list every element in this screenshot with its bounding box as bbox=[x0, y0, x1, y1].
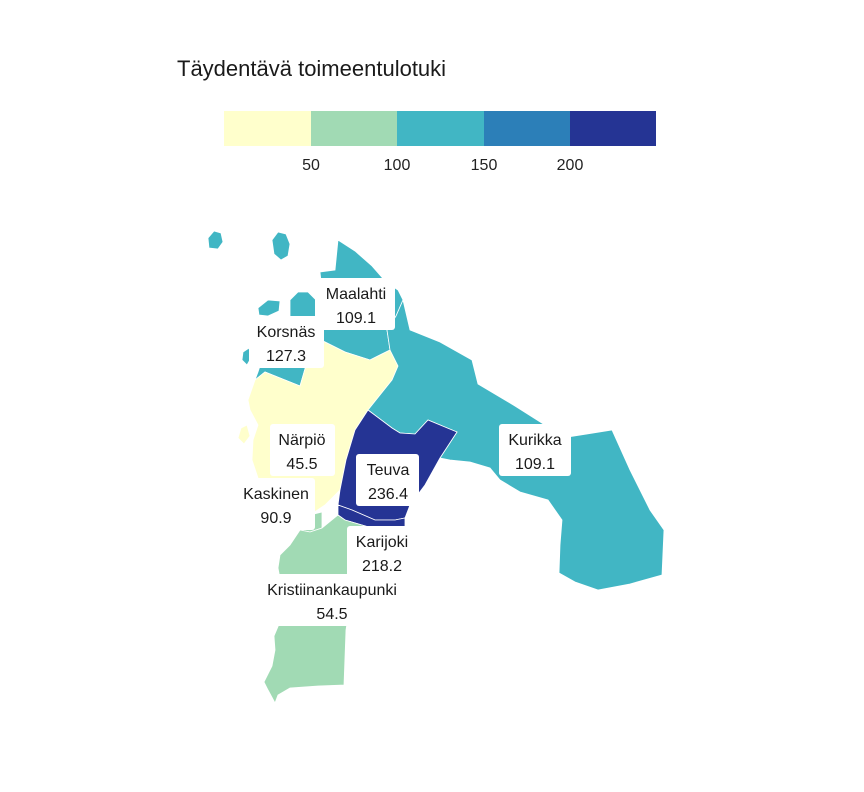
legend-swatch-1 bbox=[224, 111, 311, 146]
label-teuva-name: Teuva bbox=[367, 462, 410, 479]
label-kaskinen-value: 90.9 bbox=[260, 510, 291, 527]
legend: 50 100 150 200 bbox=[224, 111, 656, 174]
label-kristiinankaupunki-name: Kristiinankaupunki bbox=[267, 582, 397, 599]
region-labels: Maalahti 109.1 Korsnäs 127.3 Närpiö 45.5… bbox=[237, 278, 571, 626]
legend-tick-150: 150 bbox=[471, 157, 498, 174]
legend-tick-50: 50 bbox=[302, 157, 320, 174]
label-teuva: Teuva 236.4 bbox=[356, 454, 419, 506]
label-kristiinankaupunki: Kristiinankaupunki 54.5 bbox=[256, 574, 408, 626]
label-karijoki: Karijoki 218.2 bbox=[347, 526, 417, 578]
legend-swatch-3 bbox=[397, 111, 484, 146]
label-kaskinen: Kaskinen 90.9 bbox=[237, 478, 315, 530]
label-karijoki-name: Karijoki bbox=[356, 534, 408, 551]
label-korsnas-value: 127.3 bbox=[266, 348, 306, 365]
legend-swatch-5 bbox=[570, 111, 656, 146]
map-title: Täydentävä toimeentulotuki bbox=[177, 56, 447, 81]
label-korsnas: Korsnäs 127.3 bbox=[249, 316, 324, 368]
label-kurikka: Kurikka 109.1 bbox=[499, 424, 571, 476]
label-maalahti-value: 109.1 bbox=[336, 310, 376, 327]
label-narpio-name: Närpiö bbox=[278, 432, 325, 449]
label-kaskinen-name: Kaskinen bbox=[243, 486, 309, 503]
label-karijoki-value: 218.2 bbox=[362, 558, 402, 575]
label-narpio: Närpiö 45.5 bbox=[270, 424, 335, 476]
legend-tick-200: 200 bbox=[557, 157, 584, 174]
label-korsnas-name: Korsnäs bbox=[257, 324, 316, 341]
label-kristiinankaupunki-value: 54.5 bbox=[316, 606, 347, 623]
legend-swatch-4 bbox=[484, 111, 570, 146]
label-maalahti: Maalahti 109.1 bbox=[315, 278, 395, 330]
label-narpio-value: 45.5 bbox=[286, 456, 317, 473]
label-kurikka-name: Kurikka bbox=[508, 432, 561, 449]
label-teuva-value: 236.4 bbox=[368, 486, 408, 503]
label-kurikka-value: 109.1 bbox=[515, 456, 555, 473]
label-maalahti-name: Maalahti bbox=[326, 286, 386, 303]
legend-tick-100: 100 bbox=[384, 157, 411, 174]
legend-swatch-2 bbox=[311, 111, 397, 146]
